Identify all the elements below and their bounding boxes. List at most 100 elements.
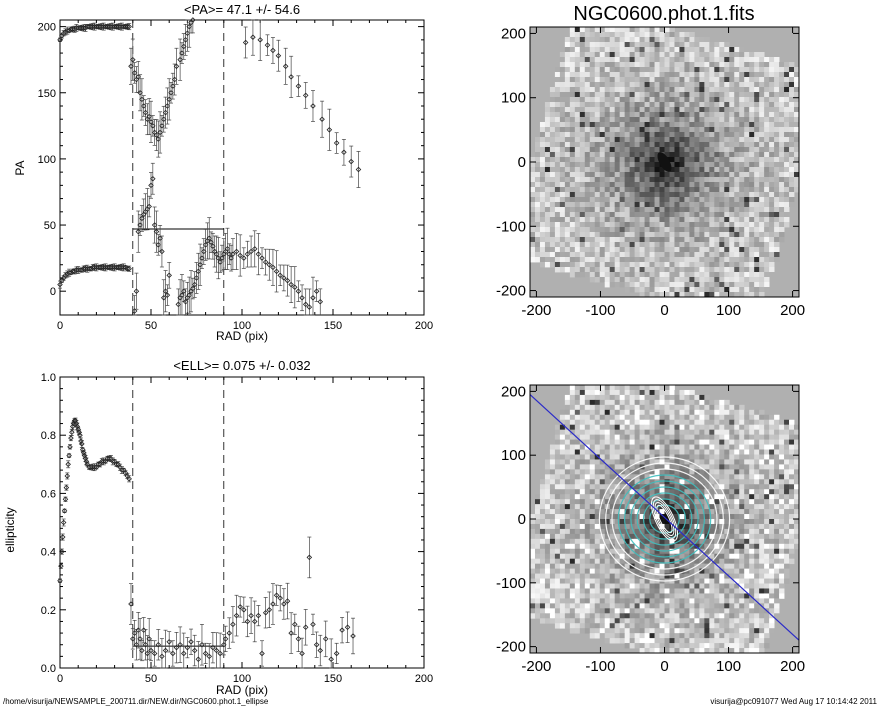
img2-image-pixel <box>639 563 645 570</box>
pa-data-point <box>139 78 145 121</box>
img1-image-pixel <box>734 207 740 213</box>
img2-image-pixel <box>709 523 715 530</box>
img1-image-pixel <box>724 72 730 78</box>
img1-image-pixel <box>739 107 745 113</box>
img1-image-pixel <box>534 157 541 163</box>
img1-image-pixel <box>754 137 760 143</box>
img1-image-pixel <box>754 212 760 218</box>
img1-image-pixel <box>794 167 800 173</box>
img1-image-pixel <box>724 222 730 228</box>
img2-image-pixel <box>589 484 596 490</box>
img1-image-pixel <box>629 132 636 138</box>
img2-image-pixel <box>764 474 770 480</box>
img1-image-pixel <box>659 197 665 203</box>
img2-image-pixel <box>604 404 611 411</box>
img2-image-pixel <box>544 519 551 525</box>
img1-image-pixel <box>530 157 536 163</box>
img1-image-pixel <box>674 177 680 183</box>
img1-image-pixel <box>724 77 730 83</box>
img1-image-pixel <box>739 227 745 233</box>
img2-image-pixel <box>694 434 700 440</box>
img1-image-pixel <box>724 67 730 73</box>
img1-image-pixel <box>709 267 715 273</box>
img2-image-pixel <box>779 543 785 550</box>
img1-image-pixel <box>654 242 660 248</box>
img1-image-pixel <box>549 197 556 203</box>
ell-data-point <box>177 626 183 663</box>
img1-image-pixel <box>614 42 621 48</box>
img2-image-pixel <box>714 409 720 416</box>
img1-image-pixel <box>539 182 546 188</box>
img1-image-pixel <box>764 92 770 98</box>
img1-image-pixel <box>604 182 611 188</box>
img1-image-pixel <box>674 92 680 98</box>
img2-image-pixel <box>594 389 601 396</box>
img2-image-pixel <box>689 444 695 450</box>
ell-x-axis-label: RAD (pix) <box>216 683 268 697</box>
img1-image-pixel <box>564 47 571 53</box>
img2-image-pixel <box>674 434 680 440</box>
img1-image-pixel <box>559 62 566 68</box>
img2-image-pixel <box>659 459 665 465</box>
img1-image-pixel <box>530 172 536 178</box>
img2-image-pixel <box>749 409 755 416</box>
img2-image-pixel <box>729 528 735 535</box>
img1-image-pixel <box>559 147 566 153</box>
img2-image-pixel <box>769 543 775 550</box>
img2-image-pixel <box>774 509 780 515</box>
img2-image-pixel <box>674 489 680 495</box>
img2-image-pixel <box>739 543 745 550</box>
img2-image-pixel <box>629 533 636 540</box>
img1-image-pixel <box>749 102 755 108</box>
img1-image-pixel <box>679 167 685 173</box>
img1-image-pixel <box>709 177 715 183</box>
img2-image-pixel <box>569 404 576 411</box>
ell-data-point <box>59 548 65 555</box>
img2-image-pixel <box>594 514 601 520</box>
img1-image-pixel <box>689 232 695 238</box>
img1-image-pixel <box>544 152 551 158</box>
img2-image-pixel <box>594 563 601 570</box>
img2-image-pixel <box>599 454 606 460</box>
img1-image-pixel <box>584 262 591 268</box>
img1-image-pixel <box>794 147 800 153</box>
img1-image-pixel <box>709 242 715 248</box>
img2-image-pixel <box>754 419 760 426</box>
img1-image-pixel <box>664 197 670 203</box>
img1-image-pixel <box>639 177 645 183</box>
img2-image-pixel <box>624 469 631 475</box>
img2-image-pixel <box>654 409 660 416</box>
img1-image-pixel <box>779 212 785 218</box>
img1-image-pixel <box>764 72 770 78</box>
img1-image-pixel <box>719 167 725 173</box>
img1-image-pixel <box>754 142 760 148</box>
img1-image-pixel <box>699 152 705 158</box>
img2-image-pixel <box>604 449 611 455</box>
img1-image-pixel <box>734 152 740 158</box>
img1-image-pixel <box>719 287 725 293</box>
img1-image-pixel <box>689 192 695 198</box>
img2-image-pixel <box>714 568 720 574</box>
img2-image-pixel <box>689 414 695 421</box>
img1-image-pixel <box>754 102 760 108</box>
img2-image-pixel <box>679 454 685 460</box>
img2-image-pixel <box>569 414 576 421</box>
img2-image-pixel <box>569 489 576 495</box>
img1-image-pixel <box>659 287 665 293</box>
img2-image-pixel <box>699 553 705 560</box>
img1-image-pixel <box>659 142 665 148</box>
img2-image-pixel <box>634 429 640 436</box>
img2-image-pixel <box>744 474 750 480</box>
img1-image-pixel <box>624 147 631 153</box>
img2-image-pixel <box>704 509 710 515</box>
img1-image-pixel <box>604 202 611 208</box>
img2-image-pixel <box>644 449 650 455</box>
img1-image-pixel <box>544 172 551 178</box>
img1-image-pixel <box>744 167 750 173</box>
img1-image-pixel <box>639 37 645 43</box>
img1-image-pixel <box>764 87 770 93</box>
img1-image-pixel <box>559 257 566 263</box>
img2-image-pixel <box>604 523 611 530</box>
img2-image-pixel <box>594 444 601 450</box>
img1-image-pixel <box>629 122 636 128</box>
